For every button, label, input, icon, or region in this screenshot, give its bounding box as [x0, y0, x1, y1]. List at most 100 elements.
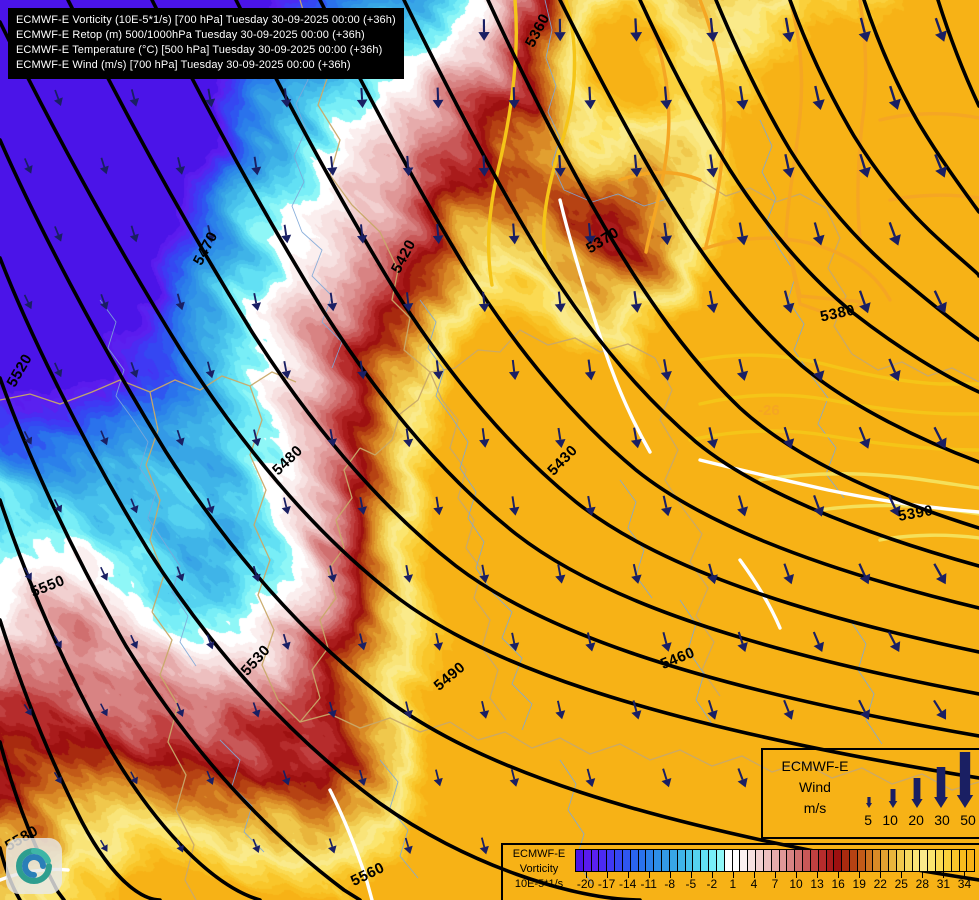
wind-arrow: [554, 155, 566, 177]
wind-arrow: [661, 631, 672, 652]
wind-arrow: [327, 292, 338, 312]
wind-arrow: [357, 360, 368, 380]
wind-arrow: [737, 495, 748, 517]
wind-arrow: [813, 495, 825, 517]
wind-arrow: [812, 222, 825, 246]
colorbar-swatch: [967, 850, 975, 871]
wind-arrow: [432, 223, 444, 244]
colorbar-swatch: [724, 850, 733, 871]
wind-arrow: [707, 427, 718, 449]
wind-legend-caption: ECMWF-E Wind m/s: [769, 756, 861, 819]
wind-arrow: [357, 224, 368, 244]
wind-legend-speed: 10: [882, 812, 898, 828]
wind-arrow: [630, 291, 642, 313]
wind-arrow: [130, 362, 139, 378]
wind-arrow: [509, 769, 519, 787]
wind-arrow: [327, 156, 338, 176]
colorbar-tick: [922, 872, 924, 878]
colorbar-swatch: [748, 850, 757, 871]
wind-arrow: [205, 88, 216, 108]
wind-arrow: [281, 497, 291, 515]
colorbar-swatch: [818, 850, 827, 871]
colorbar-swatch: [920, 850, 929, 871]
colorbar-swatch: [904, 850, 913, 871]
wind-arrow: [554, 291, 566, 313]
spiral-logo: [6, 838, 62, 894]
wind-arrow: [736, 86, 749, 110]
wind-arrow: [660, 222, 672, 246]
colorbar-swatch: [936, 850, 944, 871]
wind-arrow: [888, 85, 901, 110]
title-line-vorticity: ECMWF-E Vorticity (10E-5*1/s) [700 hPa] …: [16, 14, 396, 26]
colorbar-tick-label: -8: [664, 877, 676, 891]
wind-arrow: [433, 769, 443, 787]
wind-arrow: [508, 223, 520, 245]
wind-arrow: [327, 429, 337, 447]
wind-legend-speed: 50: [960, 812, 976, 828]
wind-arrow: [206, 634, 215, 650]
colorbar-swatch: [685, 850, 694, 871]
colorbar-swatch: [912, 850, 921, 871]
colorbar-swatch: [599, 850, 608, 871]
colorbar-swatch: [701, 850, 710, 871]
wind-arrow: [357, 497, 367, 515]
colorbar-swatch: [779, 850, 788, 871]
wind-arrow: [555, 427, 566, 448]
wind-arrow: [402, 155, 414, 177]
wind-arrow: [585, 768, 596, 788]
wind-arrow: [858, 563, 871, 585]
wind-arrow: [23, 431, 33, 445]
colorbar-tick: [585, 872, 587, 878]
wind-arrow: [736, 358, 749, 381]
colorbar-swatch: [795, 850, 804, 871]
colorbar-swatch: [810, 850, 819, 871]
wind-arrow: [403, 565, 413, 583]
wind-arrow: [205, 225, 215, 243]
wind-legend: ECMWF-E Wind m/s 5 10 20 30 50: [761, 748, 979, 839]
wind-arrow: [858, 290, 871, 314]
colorbar-swatch: [896, 850, 905, 871]
colorbar-tick-label: 34: [957, 877, 972, 891]
wind-arrow: [100, 294, 109, 310]
wind-arrow: [281, 88, 292, 108]
wind-arrow: [54, 362, 63, 378]
wind-legend-arrow: [911, 778, 923, 808]
wind-arrow: [328, 838, 337, 854]
wind-arrow: [432, 87, 444, 109]
colorbar-swatch: [756, 850, 764, 871]
wind-arrow: [509, 496, 520, 516]
wind-arrow: [251, 293, 261, 311]
colorbar-tick-label: -17: [597, 877, 616, 891]
wind-arrow: [356, 87, 368, 108]
colorbar-swatch: [849, 850, 858, 871]
colorbar-tick: [648, 872, 650, 878]
colorbar-swatch: [615, 850, 623, 871]
wind-arrow: [403, 837, 413, 854]
colorbar-tick: [711, 872, 713, 878]
colorbar-tick-label: 4: [750, 877, 758, 891]
colorbar-swatch: [826, 850, 835, 871]
wind-arrow: [129, 225, 139, 243]
wind-legend-model: ECMWF-E: [781, 758, 849, 774]
wind-arrow: [585, 495, 596, 516]
wind-legend-speed: 20: [908, 812, 924, 828]
colorbar-swatch: [677, 850, 686, 871]
colorbar-ticks: [575, 872, 975, 878]
colorbar-swatch: [709, 850, 717, 871]
temperature-contour-label: -26: [758, 402, 780, 419]
colorbar-units: 10E-5*1/s: [514, 878, 564, 890]
wind-legend-arrow: [934, 767, 948, 808]
wind-arrow: [508, 87, 520, 109]
wind-arrow: [782, 17, 795, 43]
wind-arrow: [812, 631, 824, 652]
wind-arrow: [584, 223, 596, 245]
colorbar-tick: [606, 872, 608, 878]
wind-arrow: [706, 290, 719, 314]
colorbar-swatch: [857, 850, 866, 871]
colorbar-swatch: [740, 850, 749, 871]
wind-arrow: [53, 771, 62, 784]
colorbar-tick: [732, 872, 734, 878]
wind-arrow: [584, 86, 596, 110]
